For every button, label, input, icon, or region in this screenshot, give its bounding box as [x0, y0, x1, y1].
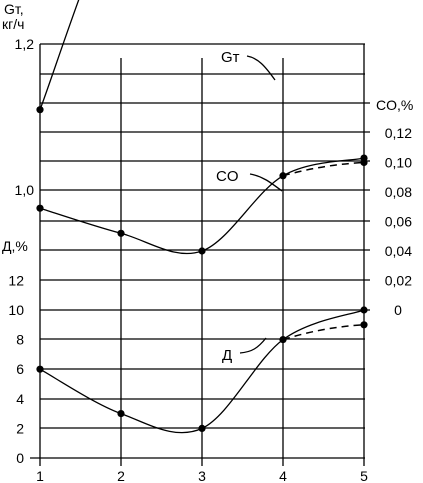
grid-layer — [30, 43, 370, 466]
leader-gt — [246, 55, 276, 81]
d-tick-label: 6 — [16, 361, 24, 377]
co-tick-label: 0,04 — [385, 243, 412, 259]
d-tick-label: 2 — [16, 420, 24, 436]
gt-tick-label: 1,2 — [15, 36, 35, 52]
data-point — [117, 410, 125, 418]
data-point — [279, 336, 287, 344]
d-tick-label: 4 — [16, 391, 24, 407]
gt-tick-label: 1,0 — [15, 182, 35, 198]
series-dashed-line-1 — [282, 161, 365, 177]
co-tick-label: 0,08 — [385, 184, 412, 200]
co-tick-label: 0,02 — [385, 273, 412, 289]
data-point — [117, 229, 125, 237]
d-tick-label: 8 — [16, 332, 24, 348]
d-axis-label: Д,% — [2, 238, 28, 254]
d-tick-label: 10 — [8, 302, 24, 318]
data-point — [36, 204, 44, 212]
series-label-gt: Gт — [221, 49, 240, 66]
x-tick-label: 5 — [360, 468, 368, 483]
gt-axis-label-line1: Gт, — [4, 1, 24, 17]
co-tick-label: 0,06 — [385, 214, 412, 230]
co-tick-label: 0,12 — [385, 125, 412, 141]
d-tick-label: 12 — [8, 272, 24, 288]
x-tick-label: 2 — [117, 468, 125, 483]
d-tick-label: 0 — [16, 450, 24, 466]
point-layer — [36, 106, 368, 432]
data-point — [36, 365, 44, 373]
data-point — [198, 424, 206, 432]
co-tick-label: 0 — [394, 302, 402, 318]
x-tick-label: 4 — [279, 468, 287, 483]
gt-axis-label-line2: кг/ч — [2, 16, 24, 32]
x-tick-label: 1 — [36, 468, 44, 483]
data-point-dashed — [360, 321, 368, 329]
text-layer: Gт, кг/ч CO,% Д,% Gт CO Д 123452,01,81,6… — [2, 1, 413, 483]
co-axis-label: CO,% — [376, 97, 413, 113]
data-point — [198, 247, 206, 255]
data-point — [279, 172, 287, 180]
co-tick-label: 0,10 — [385, 155, 412, 171]
leader-d — [239, 337, 267, 354]
series-dashed-line-2 — [282, 324, 365, 341]
series-label-co: CO — [216, 168, 239, 185]
data-point-dashed — [360, 158, 368, 167]
leader-co — [249, 173, 283, 192]
x-tick-label: 3 — [198, 468, 206, 483]
series-label-d: Д — [222, 347, 232, 364]
data-point — [36, 106, 44, 114]
data-point — [360, 306, 368, 314]
